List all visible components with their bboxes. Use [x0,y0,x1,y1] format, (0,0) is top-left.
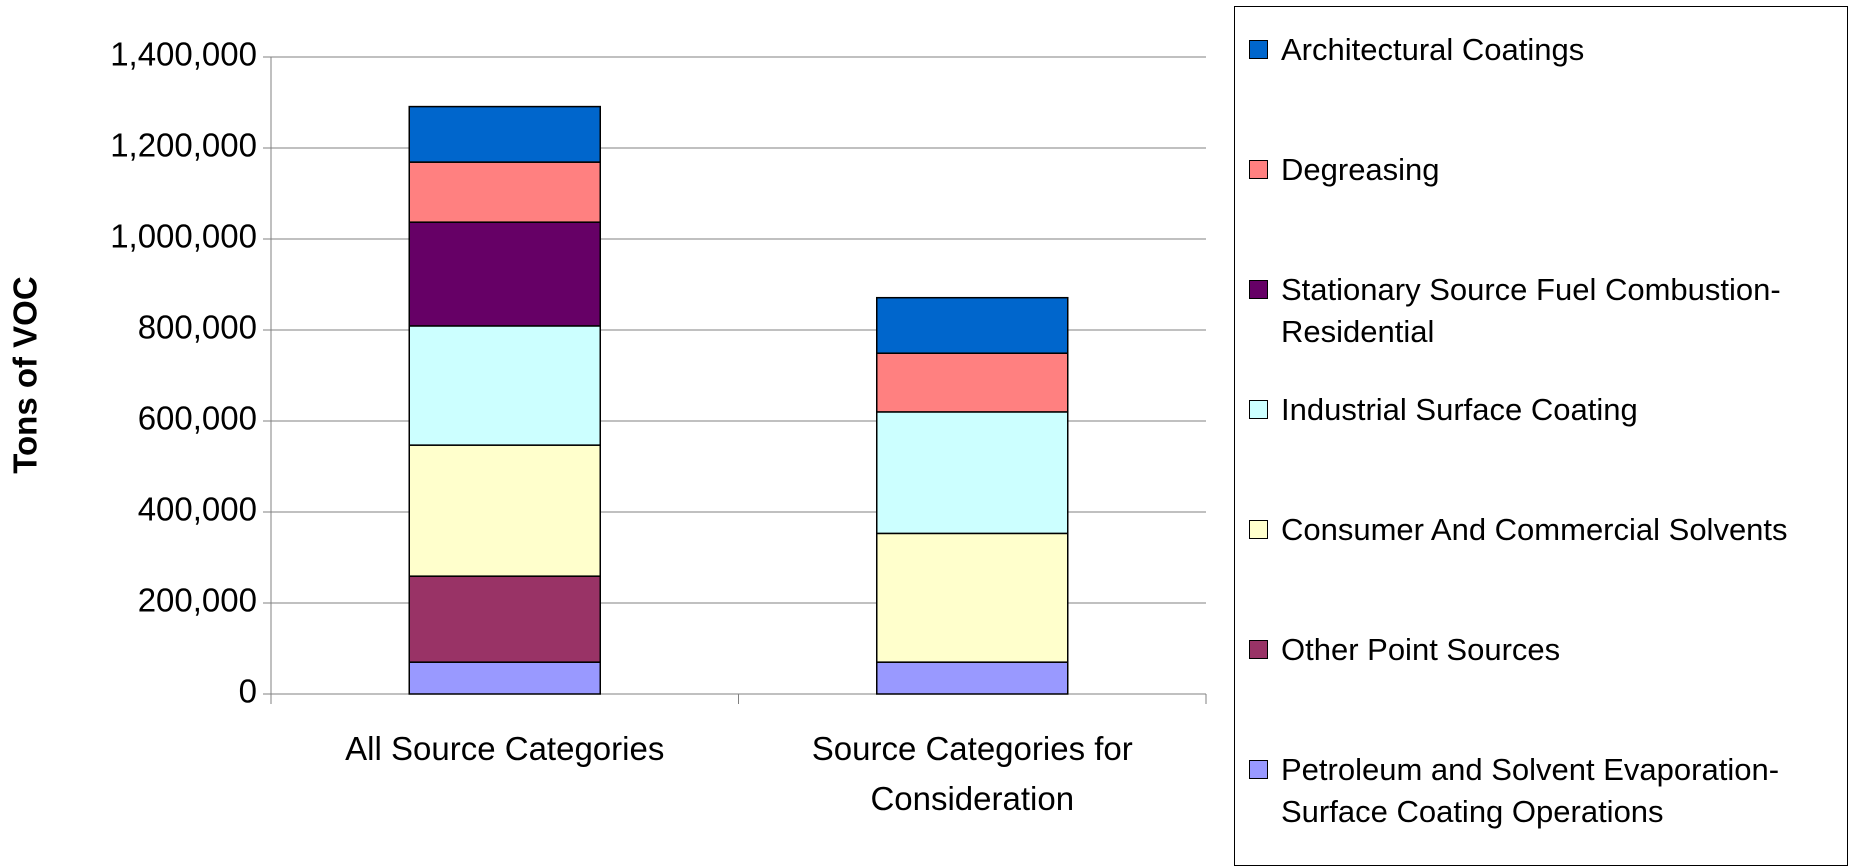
legend-label: Stationary Source Fuel Combustion-Reside… [1281,272,1781,349]
bar-segment [408,325,601,446]
chart: Tons of VOC 0 200,000 400,000 600,000 800,00… [7,36,1207,710]
y-tick-label: 1,400,000 [110,36,257,73]
y-tick-label: 1,000,000 [110,218,257,255]
legend-label: Petroleum and Solvent Evaporation-Surfac… [1281,752,1780,829]
legend-item: Degreasing [1249,149,1849,191]
y-tick-label: 200,000 [138,582,257,619]
bar-segment [876,661,1069,695]
legend: Petroleum and Solvent Evaporation-Surfac… [1234,6,1848,866]
bar-segment [876,411,1069,535]
bar-segment [408,105,601,163]
x-tick-label: All Source Categories [345,730,665,767]
bar-segment [876,532,1069,663]
legend-item: Petroleum and Solvent Evaporation-Surfac… [1249,749,1849,833]
y-tick-label: 600,000 [138,400,257,437]
legend-item: Architectural Coatings [1249,29,1849,71]
legend-item: Consumer And Commercial Solvents [1249,509,1849,551]
bar-segment [408,221,601,327]
legend-swatch [1249,760,1268,779]
legend-swatch [1249,280,1268,299]
bar-segment [876,296,1069,354]
x-tick-label: Source Categories for Consideration [811,730,1133,817]
y-tick-label: 400,000 [138,491,257,528]
legend-label: Consumer And Commercial Solvents [1281,512,1788,547]
bar-segment [408,575,601,663]
legend-swatch [1249,160,1268,179]
y-tick-label: 800,000 [138,309,257,346]
y-axis-label: Tons of VOC [7,276,44,473]
legend-label: Architectural Coatings [1281,32,1585,67]
legend-item: Industrial Surface Coating [1249,389,1849,431]
bar-segment [408,444,601,577]
legend-swatch [1249,640,1268,659]
legend-swatch [1249,520,1268,539]
bar-segment [408,661,601,695]
bar-segment [408,161,601,223]
legend-label: Industrial Surface Coating [1281,392,1638,427]
y-tick-label: 0 [239,673,257,710]
legend-swatch [1249,400,1268,419]
legend-swatch [1249,40,1268,59]
legend-label: Degreasing [1281,152,1440,187]
legend-item: Stationary Source Fuel Combustion-Reside… [1249,269,1849,353]
bar-segment [876,352,1069,413]
legend-item: Other Point Sources [1249,629,1849,671]
y-tick-label: 1,200,000 [110,127,257,164]
legend-label: Other Point Sources [1281,632,1561,667]
